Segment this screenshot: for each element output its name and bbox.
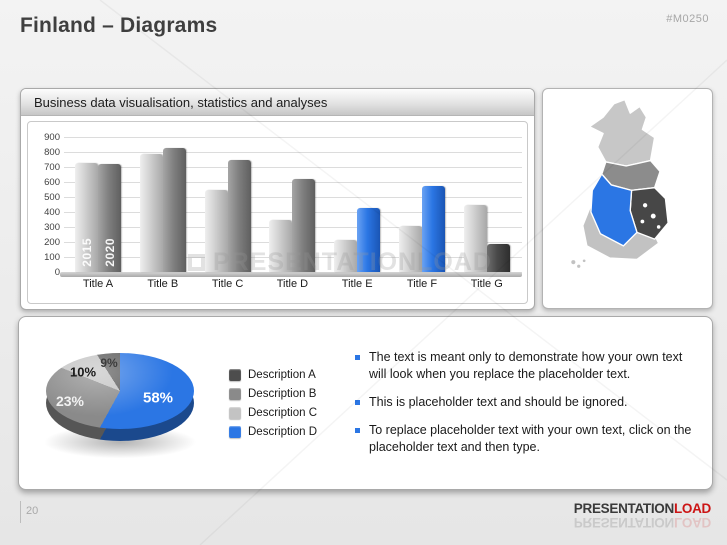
pie-data-label: 58% <box>142 389 174 407</box>
series-label: 2015 <box>79 238 94 267</box>
bullet-item: This is placeholder text and should be i… <box>355 394 701 411</box>
bottom-content-panel[interactable]: 58% 23% 10% 9% Description A Description B De… <box>18 316 713 490</box>
bullet-text: To replace placeholder text with your ow… <box>369 423 692 454</box>
chart-floor <box>60 272 522 277</box>
y-axis-tick-label: 100 <box>44 252 60 263</box>
bar-title-f-2020 <box>422 185 445 272</box>
pie-data-label: 23% <box>55 393 85 409</box>
x-axis-category-label: Title G <box>470 278 503 290</box>
pie-data-label: 9% <box>100 356 118 370</box>
bullet-square-icon <box>355 400 360 405</box>
y-axis-tick-label: 600 <box>44 177 60 188</box>
x-axis-category-label: Title E <box>341 278 373 290</box>
x-axis-category-label: Title A <box>82 278 114 290</box>
pie-legend: Description A Description B Description C D… <box>229 369 317 438</box>
map-islands <box>571 259 586 268</box>
legend-label: Description A <box>248 369 316 381</box>
y-axis-tick-label: 200 <box>44 237 60 248</box>
legend-swatch-icon <box>229 388 241 400</box>
gridline <box>64 152 522 153</box>
y-axis-tick-label: 700 <box>44 162 60 173</box>
bar-chart-panel[interactable]: Business data visualisation, statistics … <box>20 88 535 310</box>
bar-title-f-2015 <box>399 225 422 272</box>
legend-item: Description D <box>229 426 317 438</box>
map-lakes <box>640 203 661 229</box>
bar-title-g-2015 <box>463 205 487 272</box>
logo-reflection: PRESENTATIONLOAD <box>573 515 711 530</box>
legend-item: Description C <box>229 407 317 419</box>
x-axis-category-label: Title F <box>406 278 438 290</box>
legend-swatch-icon <box>229 369 241 381</box>
y-axis-tick-label: 800 <box>44 147 60 158</box>
pie-chart: 58% 23% 10% 9% <box>41 353 199 463</box>
legend-label: Description C <box>248 407 318 419</box>
legend-item: Description B <box>229 388 317 400</box>
legend-label: Description D <box>248 426 318 438</box>
y-axis-tick-label: 400 <box>44 207 60 218</box>
map-region-west <box>590 173 638 247</box>
finland-map-card[interactable] <box>542 88 713 309</box>
bullet-square-icon <box>355 355 360 360</box>
page-title: Finland – Diagrams <box>20 14 218 37</box>
bar-title-b-2015 <box>139 153 163 272</box>
logo-text-secondary: LOAD <box>673 501 711 516</box>
placeholder-bullets: The text is meant only to demonstrate ho… <box>355 349 701 456</box>
legend-label: Description B <box>248 388 317 400</box>
y-axis-tick-label: 500 <box>44 192 60 203</box>
bar-title-e-2015 <box>334 239 358 272</box>
bullet-text: This is placeholder text and should be i… <box>369 395 628 409</box>
logo-text-primary: PRESENTATION <box>573 501 674 516</box>
x-axis-category-label: Title D <box>276 278 309 290</box>
footer-divider <box>20 501 21 523</box>
x-axis-category-label: Title C <box>211 278 244 290</box>
bar-title-a-2015: 2015 <box>75 162 98 272</box>
gridline <box>64 167 522 168</box>
pie-top <box>46 353 194 429</box>
bar-title-a-2020: 2020 <box>98 164 121 272</box>
bar-title-g-2020 <box>486 244 510 272</box>
map-region-north <box>588 98 656 167</box>
finland-map <box>571 98 669 268</box>
bar-title-e-2020 <box>357 207 381 272</box>
legend-swatch-icon <box>229 407 241 419</box>
x-axis-category-label: Title B <box>147 278 179 290</box>
bullet-text: The text is meant only to demonstrate ho… <box>369 350 683 381</box>
bullet-item: The text is meant only to demonstrate ho… <box>355 349 701 383</box>
bar-title-d-2015 <box>269 220 293 272</box>
pie-data-label: 10% <box>69 364 97 380</box>
template-code: #M0250 <box>666 13 709 25</box>
bar-title-b-2020 <box>162 147 186 272</box>
chart-panel-header: Business data visualisation, statistics … <box>21 89 534 116</box>
bullet-square-icon <box>355 428 360 433</box>
series-label: 2020 <box>102 238 117 267</box>
bar-chart-plot: PRESENTATIONLOAD 0 100 200 300 400 500 600 700 8… <box>27 121 528 304</box>
presentationload-logo[interactable]: PRESENTATIONLOAD <box>573 501 712 516</box>
y-axis-tick-label: 0 <box>54 267 60 278</box>
bullet-item: To replace placeholder text with your ow… <box>355 422 701 456</box>
y-axis-tick-label: 900 <box>44 132 60 143</box>
legend-item: Description A <box>229 369 317 381</box>
bar-title-c-2020 <box>227 159 251 272</box>
legend-swatch-icon <box>229 426 241 438</box>
page-number: 20 <box>26 505 39 517</box>
y-axis-tick-label: 300 <box>44 222 60 233</box>
bar-title-c-2015 <box>204 189 228 272</box>
gridline <box>64 137 522 138</box>
bar-title-d-2020 <box>292 179 316 272</box>
